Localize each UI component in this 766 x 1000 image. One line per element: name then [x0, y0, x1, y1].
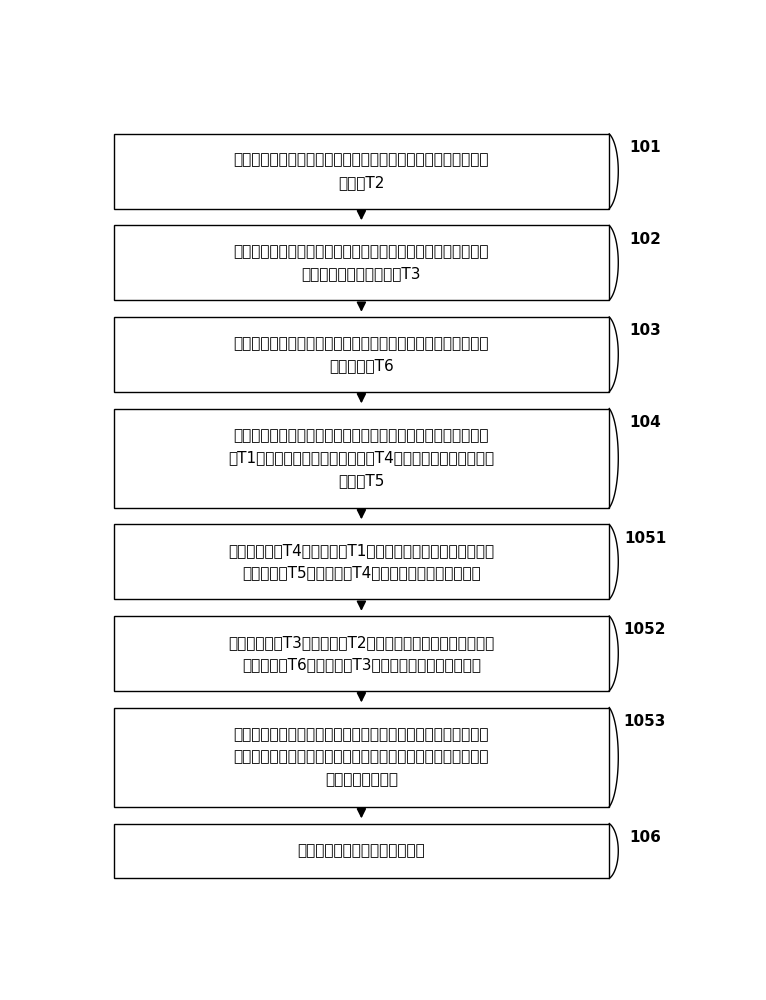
- FancyBboxPatch shape: [113, 616, 609, 691]
- Text: 1053: 1053: [624, 714, 666, 729]
- FancyBboxPatch shape: [113, 708, 609, 807]
- Text: 1051: 1051: [624, 531, 666, 546]
- Text: 104: 104: [629, 415, 661, 430]
- Text: 接收来自于发送设备的第一通信帧，并记录接收所述第一通信帧
的时刻T2: 接收来自于发送设备的第一通信帧，并记录接收所述第一通信帧 的时刻T2: [234, 153, 489, 190]
- FancyBboxPatch shape: [113, 824, 609, 878]
- Text: 根据所述第一通信帧向所述发送设备发送第一回复帧，并记录发
送所述第一回复帧的时刻T3: 根据所述第一通信帧向所述发送设备发送第一回复帧，并记录发 送所述第一回复帧的时刻…: [234, 244, 489, 281]
- Text: 接收来自于所述发送设备的第二通信帧，并记录接收所述第二通
信帧的时刻T6: 接收来自于所述发送设备的第二通信帧，并记录接收所述第二通 信帧的时刻T6: [234, 336, 489, 373]
- Text: 根据所述时刻T4、所述时刻T1确定发送设备的第一时间差，根
据所述时刻T5、所述时刻T4确定发送设备的第二时间差: 根据所述时刻T4、所述时刻T1确定发送设备的第一时间差，根 据所述时刻T5、所述…: [228, 543, 495, 580]
- FancyBboxPatch shape: [113, 317, 609, 392]
- FancyBboxPatch shape: [113, 225, 609, 300]
- Text: 1052: 1052: [624, 622, 666, 637]
- Text: 101: 101: [629, 140, 661, 155]
- Text: 根据发送设备的第一时间差、发送设备的第二时间差、接收设备
的第一时间差以及接收设备的第二时间差确定所述接收设备与所
述发送设备的频差: 根据发送设备的第一时间差、发送设备的第二时间差、接收设备 的第一时间差以及接收设…: [234, 727, 489, 787]
- Text: 通过所述第二通信帧获取所述发送设备发送所述第一通信帧的时
刻T1、接收所述第一回复帧的时刻T4，及发送所述第二通信帧
的时刻T5: 通过所述第二通信帧获取所述发送设备发送所述第一通信帧的时 刻T1、接收所述第一回…: [228, 428, 495, 488]
- Text: 103: 103: [629, 323, 661, 338]
- FancyBboxPatch shape: [113, 524, 609, 599]
- Text: 根据所述时刻T3、所述时刻T2确定接收设备的第一时间差，根
据所述时刻T6、所述时刻T3确定接收设备的第二时间差: 根据所述时刻T3、所述时刻T2确定接收设备的第一时间差，根 据所述时刻T6、所述…: [228, 635, 495, 672]
- FancyBboxPatch shape: [113, 409, 609, 508]
- Text: 根据所述频差调整晶振振荡频率: 根据所述频差调整晶振振荡频率: [297, 843, 425, 858]
- Text: 102: 102: [629, 232, 661, 247]
- FancyBboxPatch shape: [113, 134, 609, 209]
- Text: 106: 106: [629, 830, 661, 845]
